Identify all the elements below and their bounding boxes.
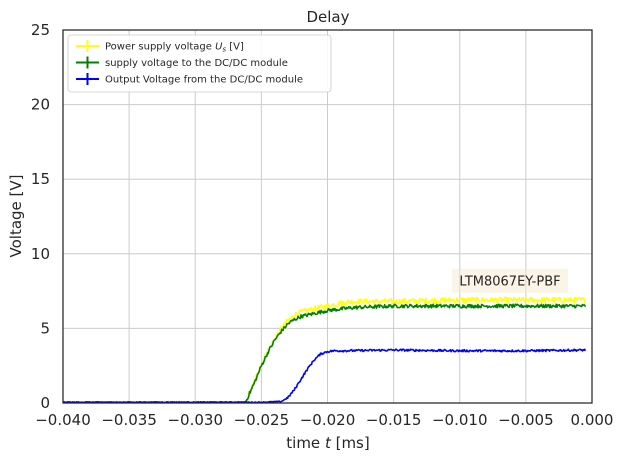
x-tick-label: −0.015 [366,411,422,429]
plot-frame [62,29,593,404]
y-tick-label: 25 [31,21,50,39]
x-axis-label: time t [ms] [286,434,369,452]
x-tick-label: −0.025 [234,411,290,429]
annotation-text: LTM8067EY-PBF [459,275,560,290]
x-tick-label: −0.020 [300,411,356,429]
x-tick-label: −0.040 [35,411,91,429]
x-tick-label: −0.005 [498,411,554,429]
legend-label-2: Output Voltage from the DC/DC module [105,75,303,86]
x-tick-label: 0.000 [571,411,614,429]
legend-label-0: Power supply voltage Us [V] [105,42,244,54]
annotation-box [452,268,569,293]
grid-lines [62,29,593,404]
y-tick-label: 5 [40,319,50,337]
x-tick-label: −0.030 [167,411,223,429]
chart-title: Delay [306,8,349,26]
y-axis-label: Voltage [V] [7,175,25,258]
y-tick-label: 10 [31,245,50,263]
legend-label-1: supply voltage to the DC/DC module [105,58,288,69]
series-line-2 [62,348,587,404]
y-tick-label: 20 [31,96,50,114]
x-tick-label: −0.010 [432,411,488,429]
legend-box [67,34,332,93]
x-tick-labels: −0.040 −0.035 −0.030 −0.025 −0.020 −0.015 −0.0… [35,411,613,429]
series-lines [62,296,587,404]
legend: Power supply voltage Us [V] supply voltag… [67,34,332,93]
x-tick-label: −0.035 [101,411,157,429]
y-tick-label: 15 [31,170,50,188]
chip-annotation: LTM8067EY-PBF [452,268,569,293]
y-tick-labels: 0 5 10 15 20 25 [31,21,50,412]
y-tick-label: 0 [40,394,50,412]
